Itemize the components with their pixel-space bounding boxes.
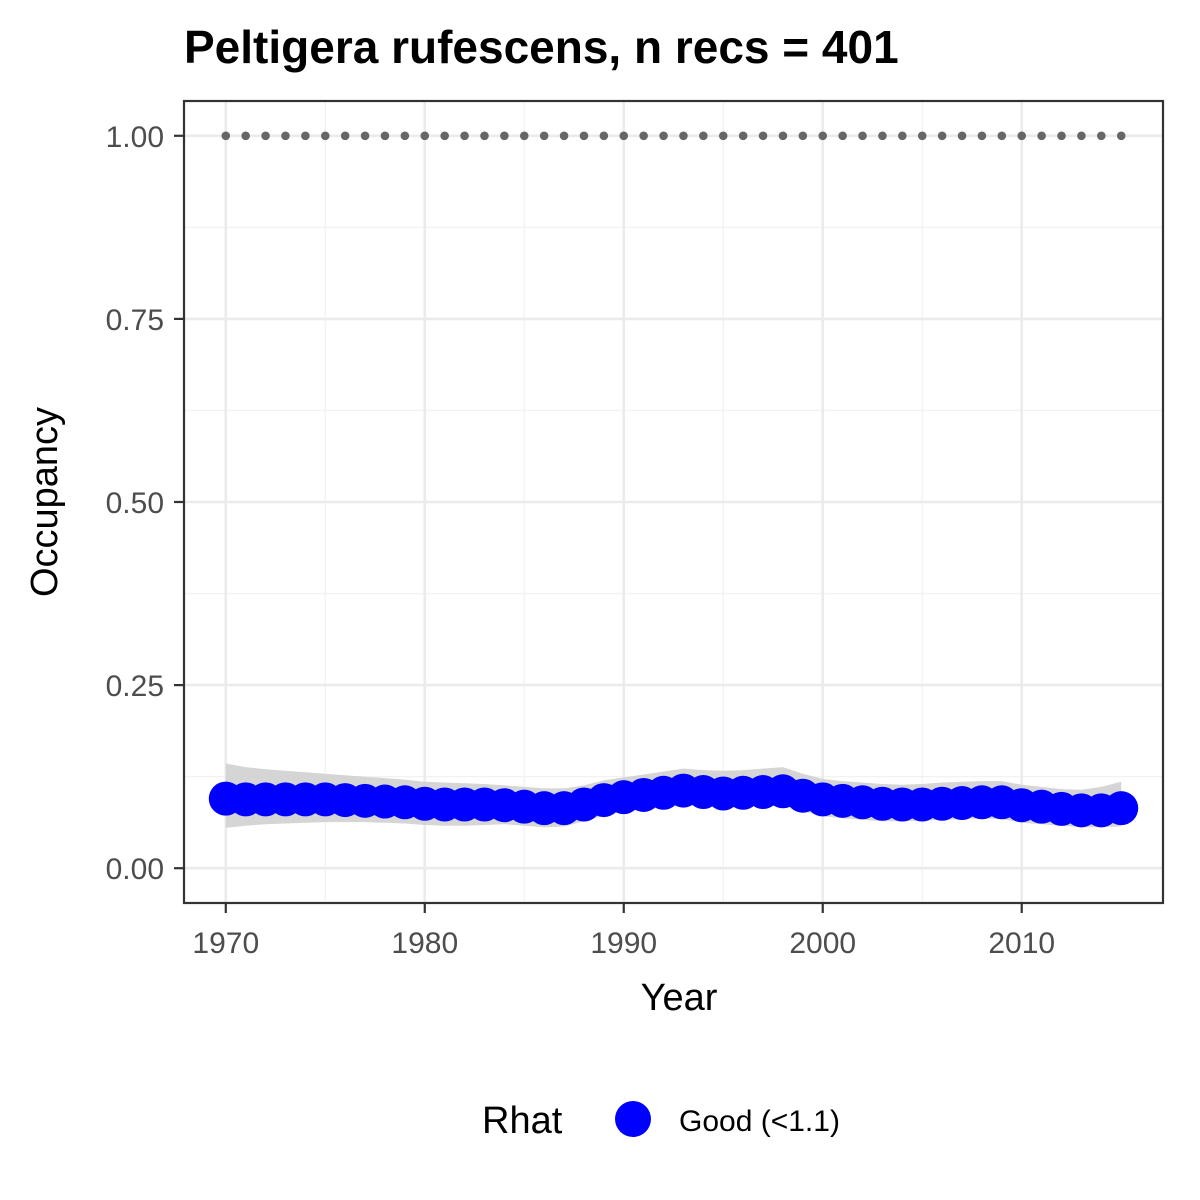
chart-title: Peltigera rufescens, n recs = 401 (184, 21, 899, 73)
y-tick-label: 0.50 (106, 487, 164, 520)
y-tick-label: 1.00 (106, 121, 164, 154)
plot-panel (182, 99, 1165, 905)
reference-point (878, 131, 887, 141)
reference-point (360, 131, 370, 141)
reference-point (1097, 131, 1106, 141)
x-tick-label: 2010 (988, 927, 1055, 960)
reference-point (798, 131, 808, 141)
reference-point (997, 131, 1007, 141)
legend-title: Rhat (482, 1100, 563, 1142)
reference-point (301, 131, 310, 141)
reference-point (858, 131, 867, 141)
reference-point (1116, 131, 1126, 141)
reference-point (738, 131, 748, 141)
reference-point (1037, 131, 1046, 141)
reference-point (718, 131, 728, 141)
y-tick-label: 0.25 (106, 670, 164, 703)
x-tick-label: 2000 (789, 927, 856, 960)
reference-point (281, 131, 290, 141)
legend-key-good (615, 1101, 651, 1137)
reference-point (599, 131, 609, 141)
reference-point (679, 131, 688, 141)
reference-point (659, 131, 668, 141)
grid-lines (184, 101, 1163, 903)
legend: Rhat Good (<1.1) (482, 1100, 840, 1142)
y-tick-label: 0.00 (106, 853, 164, 886)
reference-point (699, 131, 708, 141)
reference-point (460, 131, 469, 141)
legend-label-good: Good (<1.1) (679, 1105, 840, 1138)
x-tick-label: 1970 (192, 927, 259, 960)
reference-point (261, 131, 270, 141)
x-axis: 1970 1980 1990 2000 2010 (192, 903, 1055, 960)
reference-point (898, 131, 907, 141)
x-tick-label: 1990 (590, 927, 657, 960)
reference-point (778, 131, 788, 141)
occupancy-points (208, 773, 1139, 828)
reference-point (917, 131, 927, 141)
reference-point (977, 131, 987, 141)
reference-point (619, 131, 629, 141)
reference-point (957, 131, 967, 141)
reference-point (937, 131, 947, 141)
reference-point (1057, 131, 1066, 141)
reference-point (539, 131, 549, 141)
x-tick-label: 1980 (391, 927, 458, 960)
reference-point (420, 131, 430, 141)
reference-point (320, 131, 330, 141)
reference-point (818, 131, 828, 141)
x-axis-title: Year (641, 977, 718, 1019)
y-axis-title: Occupancy (24, 407, 66, 597)
reference-dotted-line (221, 131, 1126, 141)
y-axis: 0.00 0.25 0.50 0.75 1.00 (106, 121, 184, 886)
reference-point (639, 131, 648, 141)
reference-point (500, 131, 509, 141)
reference-point (340, 131, 350, 141)
reference-point (838, 131, 847, 141)
reference-point (380, 131, 390, 141)
reference-point (480, 131, 489, 141)
occupancy-point (1104, 791, 1139, 826)
reference-point (579, 131, 589, 141)
reference-point (221, 131, 231, 141)
reference-point (559, 131, 569, 141)
reference-point (400, 131, 410, 141)
reference-point (758, 131, 768, 141)
reference-point (241, 131, 250, 141)
reference-point (1077, 131, 1086, 141)
reference-point (1017, 131, 1027, 141)
y-tick-label: 0.75 (106, 304, 164, 337)
reference-point (440, 131, 449, 141)
reference-point (519, 131, 529, 141)
